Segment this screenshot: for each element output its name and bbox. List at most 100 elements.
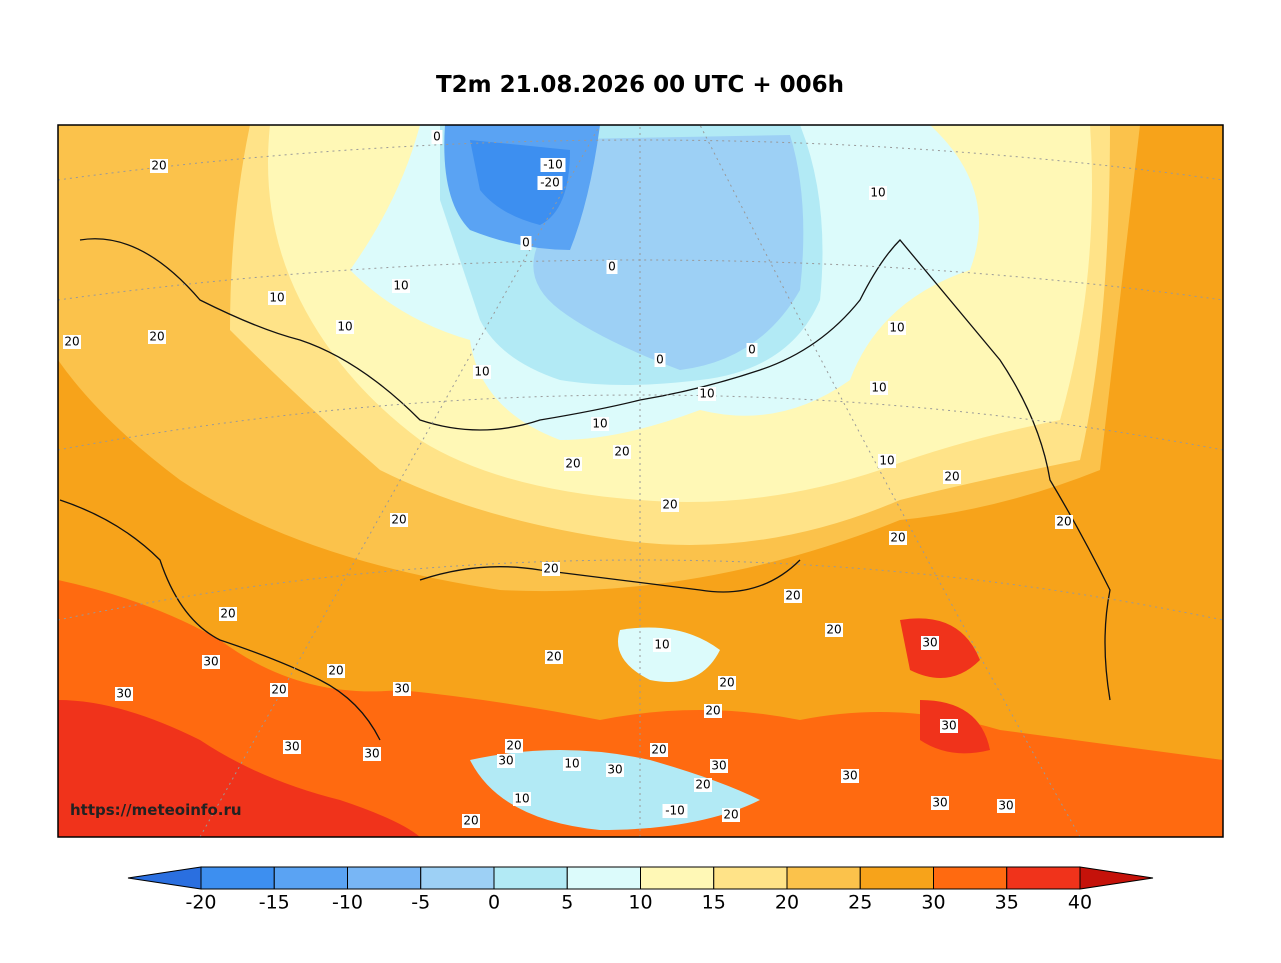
colorbar-high [1079, 866, 1154, 890]
colorbar-tick-label: -10 [332, 892, 363, 914]
contour-label: 20 [328, 664, 343, 678]
contour-label: 20 [719, 676, 734, 690]
contour-label: 20 [651, 743, 666, 757]
contour-label: 30 [203, 655, 218, 669]
contour-label: 10 [889, 321, 904, 335]
contour-label: 30 [116, 687, 131, 701]
label-bg [1055, 515, 1073, 529]
contour-label: 0 [608, 260, 616, 274]
label-bg [654, 353, 666, 367]
contour-label: -10 [543, 158, 563, 172]
label-bg [870, 381, 888, 395]
label-bg [505, 739, 523, 753]
label-bg [270, 683, 288, 697]
contour-label: 30 [284, 740, 299, 754]
colorbar-box [200, 866, 275, 890]
label-bg [878, 454, 896, 468]
contour-label: 20 [64, 335, 79, 349]
colorbar-box [420, 866, 495, 890]
contour-label: 10 [514, 792, 529, 806]
label-bg [746, 343, 758, 357]
label-bg [63, 335, 81, 349]
label-bg [336, 320, 354, 334]
label-bg [462, 814, 480, 828]
contour-label: 0 [433, 130, 441, 144]
contour-label: 20 [565, 457, 580, 471]
contour-label: 20 [463, 814, 478, 828]
colorbar-low [127, 866, 202, 890]
contour-label: 30 [932, 796, 947, 810]
contour-label: 30 [998, 799, 1013, 813]
contour-label: -10 [665, 804, 685, 818]
contour-label: 30 [842, 769, 857, 783]
contour-label: 10 [870, 186, 885, 200]
colorbar-box [933, 866, 1008, 890]
title: T2m 21.08.2026 00 UTC + 006h [436, 72, 844, 98]
colorbar-tick-label: 40 [1068, 892, 1092, 914]
contour-label: 10 [871, 381, 886, 395]
contour-label: 30 [498, 754, 513, 768]
contour-label: 10 [337, 320, 352, 334]
contour-label: 10 [592, 417, 607, 431]
label-bg [327, 664, 345, 678]
colorbar-tick-label: 20 [775, 892, 799, 914]
contour-label: 10 [654, 638, 669, 652]
label-bg [283, 740, 301, 754]
label-bg [363, 747, 381, 761]
contour-label: 20 [723, 808, 738, 822]
label-bg [943, 470, 961, 484]
watermark: https://meteoinfo.ru [70, 801, 242, 819]
contour-label: 0 [748, 343, 756, 357]
label-bg [869, 186, 887, 200]
contour-label: 20 [271, 683, 286, 697]
label-bg [268, 291, 286, 305]
label-bg [718, 676, 736, 690]
contour-label: 20 [614, 445, 629, 459]
label-bg [219, 607, 237, 621]
contour-label: 10 [393, 279, 408, 293]
label-bg [431, 130, 443, 144]
colorbar-tick-label: 25 [848, 892, 872, 914]
colorbar-box [273, 866, 348, 890]
contour-label: 10 [699, 387, 714, 401]
label-bg [473, 365, 491, 379]
contour-label: 0 [656, 353, 664, 367]
label-bg [710, 759, 728, 773]
label-bg [520, 236, 532, 250]
label-bg [888, 321, 906, 335]
label-bg [513, 792, 531, 806]
contour-label: 10 [269, 291, 284, 305]
colorbar-tick-label: -20 [185, 892, 216, 914]
label-bg [650, 743, 668, 757]
colorbar-box [347, 866, 422, 890]
label-bg [542, 562, 560, 576]
label-bg [606, 763, 624, 777]
label-bg [537, 176, 563, 190]
contour-label: 20 [546, 650, 561, 664]
colorbar-box [1006, 866, 1081, 890]
label-bg [545, 650, 563, 664]
label-bg [390, 513, 408, 527]
colorbar-tick-label: 30 [921, 892, 945, 914]
colorbar: -20 -15 -10 -5 0 5 10 15 20 25 30 35 40 [127, 866, 1154, 914]
label-bg [661, 498, 679, 512]
contour-label: 30 [941, 719, 956, 733]
contour-label: 30 [607, 763, 622, 777]
colorbar-tick-label: 15 [702, 892, 726, 914]
label-bg [564, 457, 582, 471]
label-bg [613, 445, 631, 459]
colorbar-tick-label: 10 [628, 892, 652, 914]
colorbar-box [713, 866, 788, 890]
label-bg [115, 687, 133, 701]
label-bg [202, 655, 220, 669]
colorbar-tick-label: -5 [411, 892, 430, 914]
contour-label: -20 [540, 176, 560, 190]
label-bg [931, 796, 949, 810]
label-bg [393, 682, 411, 696]
label-bg [148, 330, 166, 344]
contour-label: 20 [705, 704, 720, 718]
contour-label: 20 [149, 330, 164, 344]
colorbar-box [493, 866, 568, 890]
label-bg [392, 279, 410, 293]
label-bg [704, 704, 722, 718]
